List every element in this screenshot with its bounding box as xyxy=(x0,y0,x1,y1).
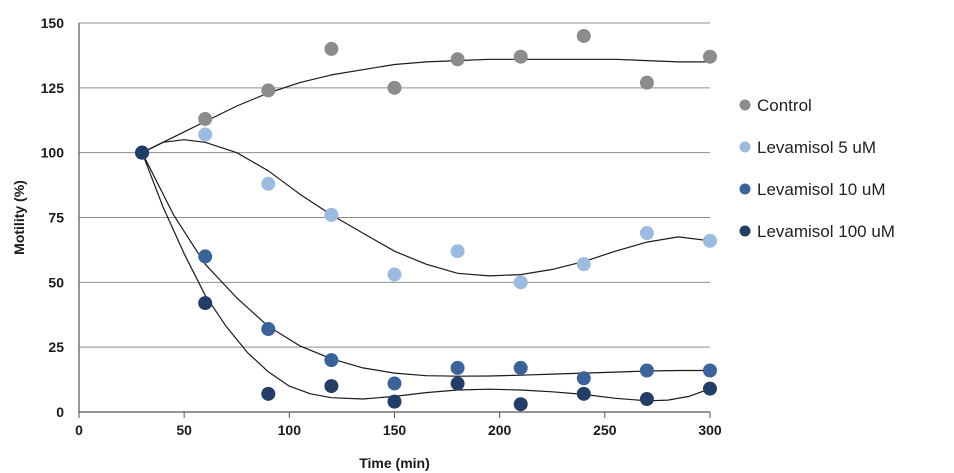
data-point-series-3 xyxy=(387,376,402,391)
x-tick-labels: 0 50 100 150 200 250 300 xyxy=(75,422,722,438)
data-point-series-2 xyxy=(387,267,402,282)
x-tick-label: 100 xyxy=(278,422,302,438)
data-points xyxy=(135,28,717,412)
y-tick-label: 100 xyxy=(41,145,65,161)
y-axis-title: Motility (%) xyxy=(11,180,27,255)
legend: Control Levamisol 5 uM Levamisol 10 uM Leva… xyxy=(739,96,895,241)
x-tick-label: 200 xyxy=(488,422,512,438)
data-point-series-3 xyxy=(513,360,528,375)
data-point-series-4 xyxy=(576,386,591,401)
data-point-series-2 xyxy=(324,207,339,222)
y-tick-label: 125 xyxy=(41,80,65,96)
data-point-series-3 xyxy=(576,371,591,386)
data-point-series-4 xyxy=(198,296,213,311)
x-tick-label: 150 xyxy=(383,422,407,438)
data-point-series-4 xyxy=(135,145,150,160)
legend-marker xyxy=(739,99,751,111)
data-point-series-2 xyxy=(703,233,717,248)
data-point-series-2 xyxy=(639,226,654,241)
gridlines xyxy=(79,22,710,348)
data-point-series-3 xyxy=(324,353,339,368)
x-tick-label: 250 xyxy=(593,422,617,438)
y-tick-label: 150 xyxy=(41,15,65,31)
axes xyxy=(78,23,711,418)
data-point-series-1 xyxy=(198,111,213,126)
data-point-series-2 xyxy=(261,176,276,191)
data-point-series-4 xyxy=(387,394,402,409)
data-point-series-3 xyxy=(198,249,213,264)
x-tick-label: 50 xyxy=(176,422,192,438)
data-point-series-4 xyxy=(324,379,339,394)
trend-line-series-4 xyxy=(141,152,711,402)
legend-label: Levamisol 10 uM xyxy=(757,180,886,199)
legend-label: Control xyxy=(757,96,812,115)
x-axis-title: Time (min) xyxy=(359,455,430,471)
data-point-series-1 xyxy=(261,83,276,98)
data-point-series-3 xyxy=(639,363,654,378)
y-tick-label: 0 xyxy=(56,404,64,420)
x-tick-label: 300 xyxy=(698,422,722,438)
data-point-series-1 xyxy=(387,80,402,95)
data-point-series-2 xyxy=(513,275,528,290)
data-point-series-2 xyxy=(198,127,213,142)
data-point-series-1 xyxy=(703,49,717,64)
data-point-series-2 xyxy=(450,244,465,259)
data-point-series-4 xyxy=(261,386,276,401)
data-point-series-1 xyxy=(513,49,528,64)
legend-marker xyxy=(739,141,751,153)
data-point-series-3 xyxy=(703,363,717,378)
trend-lines xyxy=(141,58,711,402)
y-tick-label: 50 xyxy=(48,274,64,290)
data-point-series-4 xyxy=(703,381,717,396)
trend-line-series-2 xyxy=(141,139,711,277)
legend-marker xyxy=(739,225,751,237)
data-point-series-1 xyxy=(576,28,591,43)
data-point-series-3 xyxy=(450,360,465,375)
legend-marker xyxy=(739,183,751,195)
y-tick-labels: 0 25 50 75 100 125 150 xyxy=(41,15,65,420)
data-point-series-3 xyxy=(261,322,276,337)
trend-line-series-1 xyxy=(141,58,710,154)
legend-label: Levamisol 5 uM xyxy=(757,138,876,157)
y-tick-label: 25 xyxy=(48,339,64,355)
data-point-series-2 xyxy=(576,257,591,272)
y-tick-label: 75 xyxy=(48,210,64,226)
data-point-series-4 xyxy=(639,392,654,407)
data-point-series-1 xyxy=(450,52,465,67)
x-tick-label: 0 xyxy=(75,422,83,438)
trend-line-series-3 xyxy=(141,152,710,377)
data-point-series-4 xyxy=(513,397,528,412)
data-point-series-1 xyxy=(639,75,654,90)
data-point-series-4 xyxy=(450,376,465,391)
legend-label: Levamisol 100 uM xyxy=(757,222,895,241)
data-point-series-1 xyxy=(324,41,339,56)
